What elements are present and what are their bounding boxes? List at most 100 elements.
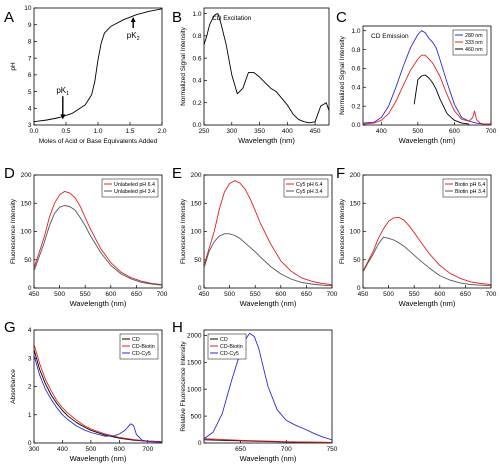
panel-h: H 650 700 750 0 500 1000 1500 2000 Wavelength (nm… xyxy=(172,319,338,463)
chart-title: CD Excitation xyxy=(212,15,252,22)
x-tick-label: 600 xyxy=(114,446,125,453)
y-tick-label: 50 xyxy=(353,257,361,264)
y-tick-label: 9 xyxy=(28,22,32,29)
x-tick-label: 450 xyxy=(310,128,321,135)
panel-letter: A xyxy=(4,9,14,26)
series-line-cd-biotin xyxy=(34,343,162,443)
panel-g: G 300 400 500 600 700 0 1 2 3 4 Wavelength (nm) Abso… xyxy=(4,319,163,463)
y-tick-label: 8 xyxy=(28,39,32,46)
y-tick-label: 200 xyxy=(191,172,202,179)
legend-entry: Biotin pH 6.4 xyxy=(455,182,485,188)
y-tick-label: 0.2 xyxy=(351,103,360,110)
panel-letter: F xyxy=(336,165,345,182)
y-tick-label: 4 xyxy=(28,105,32,112)
series-line-unlabeled-ph-3-4 xyxy=(34,205,162,286)
y-tick-label: 7 xyxy=(28,55,32,62)
y-tick-label: 0.4 xyxy=(192,78,201,85)
y-tick-label: 100 xyxy=(21,229,32,236)
y-axis-label: Fluorescence Intensity xyxy=(339,198,346,264)
series-line-cy5-ph-6-4 xyxy=(204,180,332,286)
panel-letter: H xyxy=(172,319,183,336)
legend-entry: CD-Biotin xyxy=(220,344,243,350)
panel-letter: C xyxy=(336,9,347,26)
legend-entry: CD xyxy=(132,337,140,343)
x-tick-label: 600 xyxy=(275,291,286,298)
series-line-biotin-ph-3-4 xyxy=(363,236,491,287)
series-line-cd-cy5 xyxy=(204,332,332,441)
y-tick-label: 50 xyxy=(194,257,202,264)
y-tick-label: 10 xyxy=(24,5,32,12)
y-axis-label: Absorbance xyxy=(10,369,17,404)
x-axis-label: Wavelength (nm) xyxy=(399,299,456,308)
y-tick-label: 1 xyxy=(28,412,32,419)
series-line-cd xyxy=(34,349,162,443)
x-tick-label: 700 xyxy=(142,446,153,453)
y-tick-label: 0 xyxy=(28,440,32,447)
x-tick-label: 450 xyxy=(358,291,369,298)
legend-entry: CD-Biotin xyxy=(132,344,155,350)
series-line xyxy=(204,13,329,124)
legend-entry: CD-Cy5 xyxy=(132,351,151,357)
y-axis-label: pH xyxy=(10,62,17,71)
y-tick-label: 4 xyxy=(28,327,32,334)
y-tick-label: 3 xyxy=(28,355,32,362)
y-tick-label: 1.0 xyxy=(192,11,201,18)
x-tick-label: 0.0 xyxy=(29,128,38,135)
y-tick-label: 150 xyxy=(21,200,32,207)
legend-box xyxy=(101,178,159,198)
series-line-cy5-ph-3-4 xyxy=(204,233,332,287)
x-tick-label: 450 xyxy=(199,291,210,298)
y-tick-label: 0.8 xyxy=(351,47,360,54)
y-tick-label: 200 xyxy=(21,172,32,179)
panel-e: E 450 500 550 600 650 700 0 50 100 150 200 Wavelengt… xyxy=(172,165,338,308)
plot-frame xyxy=(203,7,330,126)
y-tick-label: 6 xyxy=(28,72,32,79)
x-axis-label: Moles of Acid or Base Equivalents Added xyxy=(39,138,158,145)
x-axis-label: Wavelength (nm) xyxy=(240,454,297,463)
x-tick-label: 550 xyxy=(80,291,91,298)
y-axis-label: Normalized Signal Intensity xyxy=(339,35,346,115)
x-axis-label: Wavelength (nm) xyxy=(399,136,456,145)
y-tick-label: 1.0 xyxy=(351,28,360,35)
x-tick-label: 550 xyxy=(409,291,420,298)
plot-frame xyxy=(33,7,163,126)
x-tick-label: 0.5 xyxy=(61,128,70,135)
legend-entry: 280 nm xyxy=(465,33,483,39)
y-tick-label: 0 xyxy=(198,440,202,447)
x-tick-label: 400 xyxy=(376,128,387,135)
legend-entry: 333 nm xyxy=(465,40,483,46)
legend-entry: CD-Cy5 xyxy=(220,351,239,357)
panel-letter: G xyxy=(4,319,16,336)
x-tick-label: 400 xyxy=(57,446,68,453)
y-tick-label: 0.6 xyxy=(351,66,360,73)
legend-entry: 460 nm xyxy=(465,47,483,53)
x-tick-label: 1.5 xyxy=(125,128,134,135)
y-tick-label: 0.0 xyxy=(192,122,201,129)
x-tick-label: 700 xyxy=(281,446,292,453)
y-axis-label: Normalized Signal Intensity xyxy=(180,26,187,106)
panel-letter: E xyxy=(172,165,182,182)
x-tick-label: 700 xyxy=(486,291,497,298)
y-tick-label: 5 xyxy=(28,89,32,96)
x-tick-label: 300 xyxy=(226,128,237,135)
y-tick-label: 0.4 xyxy=(351,84,360,91)
x-axis-label: Wavelength (nm) xyxy=(70,299,127,308)
legend-entry: Cy5 pH 6.4 xyxy=(296,182,323,188)
x-tick-label: 600 xyxy=(449,128,460,135)
y-tick-label: 2 xyxy=(28,384,32,391)
x-tick-label: 650 xyxy=(460,291,471,298)
y-tick-label: 500 xyxy=(191,413,202,420)
x-tick-label: 400 xyxy=(282,128,293,135)
plot-frame xyxy=(362,25,492,126)
x-tick-label: 500 xyxy=(224,291,235,298)
y-tick-label: 0 xyxy=(357,285,361,292)
x-tick-label: 500 xyxy=(54,291,65,298)
legend-box xyxy=(119,333,159,360)
series-line xyxy=(34,8,162,123)
panel-letter: D xyxy=(4,165,15,182)
